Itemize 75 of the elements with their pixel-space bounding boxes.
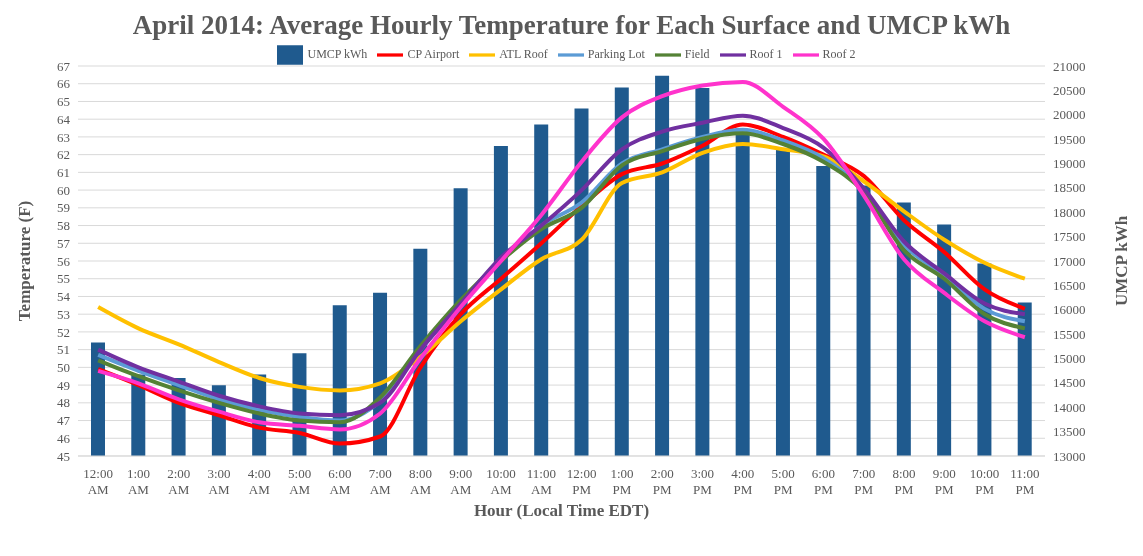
legend-label: Parking Lot [587, 46, 645, 61]
x-tick-label: 8:00 AM [408, 466, 433, 497]
y2-tick-label: 19000 [1053, 156, 1086, 172]
legend-label: Roof 1 [749, 46, 783, 61]
x-tick-label: 2:00 AM [167, 466, 191, 497]
legend-label: UMCP kWh [307, 46, 368, 61]
y2-tick-label: 14000 [1053, 399, 1086, 415]
y-tick-label: 55 [57, 271, 70, 287]
x-tick-label: 12:00 AM [83, 466, 113, 497]
y2-tick-label: 21000 [1053, 58, 1086, 74]
y-tick-label: 45 [57, 448, 70, 464]
y2-tick-label: 16500 [1053, 277, 1086, 293]
y-tick-label: 66 [57, 76, 71, 92]
y2-tick-label: 18500 [1053, 180, 1086, 196]
legend-label: CP Airport [407, 46, 460, 61]
y2-tick-label: 18000 [1053, 204, 1086, 220]
legend-label: Field [684, 46, 710, 61]
y-axis-title: Temperature (F) [15, 200, 35, 322]
y-tick-label: 49 [57, 377, 70, 393]
y-tick-label: 65 [57, 94, 70, 110]
x-tick-label: 6:00 PM [811, 466, 835, 497]
y2-tick-label: 15000 [1053, 351, 1086, 367]
x-tick-label: 9:00 AM [449, 466, 473, 497]
x-tick-label: 1:00 PM [610, 466, 634, 497]
y-tick-label: 63 [57, 129, 70, 145]
y2-tick-label: 20500 [1053, 82, 1086, 98]
y-tick-label: 58 [57, 218, 70, 234]
y2-tick-label: 17000 [1053, 253, 1086, 269]
y2-tick-label: 20000 [1053, 107, 1086, 123]
y-tick-label: 64 [57, 111, 71, 127]
y2-tick-label: 19500 [1053, 131, 1086, 147]
x-tick-label: 4:00 AM [247, 466, 271, 497]
y2-tick-label: 13500 [1053, 424, 1086, 440]
y2-tick-label: 14500 [1053, 375, 1086, 391]
y-tick-label: 46 [57, 430, 71, 446]
x-tick-label: 6:00 AM [328, 466, 352, 497]
y-tick-label: 54 [57, 289, 71, 305]
y-tick-label: 47 [57, 413, 71, 429]
y-tick-label: 56 [57, 253, 71, 269]
y-tick-label: 67 [57, 58, 71, 74]
y-tick-label: 62 [57, 147, 70, 163]
y2-tick-label: 17500 [1053, 229, 1086, 245]
x-tick-label: 3:00 PM [690, 466, 715, 497]
y2-tick-label: 16000 [1053, 302, 1086, 318]
x-tick-label: 7:00 PM [852, 466, 876, 497]
x-tick-label: 10:00 PM [969, 466, 1000, 497]
x-tick-label: 11:00 PM [1010, 466, 1040, 497]
legend-label: Roof 2 [822, 46, 856, 61]
x-tick-label: 2:00 PM [650, 466, 674, 497]
y-tick-label: 51 [57, 342, 70, 358]
y2-axis-title: UMCP kWh [1112, 215, 1132, 307]
x-axis-title: Hour (Local Time EDT) [473, 501, 650, 521]
x-tick-label: 8:00 PM [892, 466, 916, 497]
y-tick-label: 57 [57, 235, 71, 251]
x-tick-label: 5:00 AM [288, 466, 312, 497]
y2-tick-label: 13000 [1053, 448, 1086, 464]
y-tick-label: 50 [57, 359, 70, 375]
legend-label: ATL Roof [499, 46, 548, 61]
y-tick-label: 59 [57, 200, 70, 216]
x-tick-label: 4:00 PM [731, 466, 755, 497]
x-tick-label: 12:00 PM [566, 466, 597, 497]
x-tick-label: 10:00 AM [486, 466, 516, 497]
x-tick-label: 1:00 AM [126, 466, 150, 497]
x-tick-label: 9:00 PM [932, 466, 956, 497]
y-tick-label: 61 [57, 164, 70, 180]
x-tick-label: 7:00 AM [368, 466, 392, 497]
x-tick-label: 11:00 AM [526, 466, 556, 497]
x-tick-label: 5:00 PM [771, 466, 795, 497]
y-tick-label: 48 [57, 395, 70, 411]
y-tick-label: 53 [57, 306, 70, 322]
y-tick-label: 52 [57, 324, 70, 340]
chart-title: April 2014: Average Hourly Temperature for Each Surface and UMCP kWh [131, 9, 1012, 42]
y2-tick-label: 15500 [1053, 326, 1086, 342]
y-tick-label: 60 [57, 182, 70, 198]
x-tick-label: 3:00 AM [207, 466, 231, 497]
